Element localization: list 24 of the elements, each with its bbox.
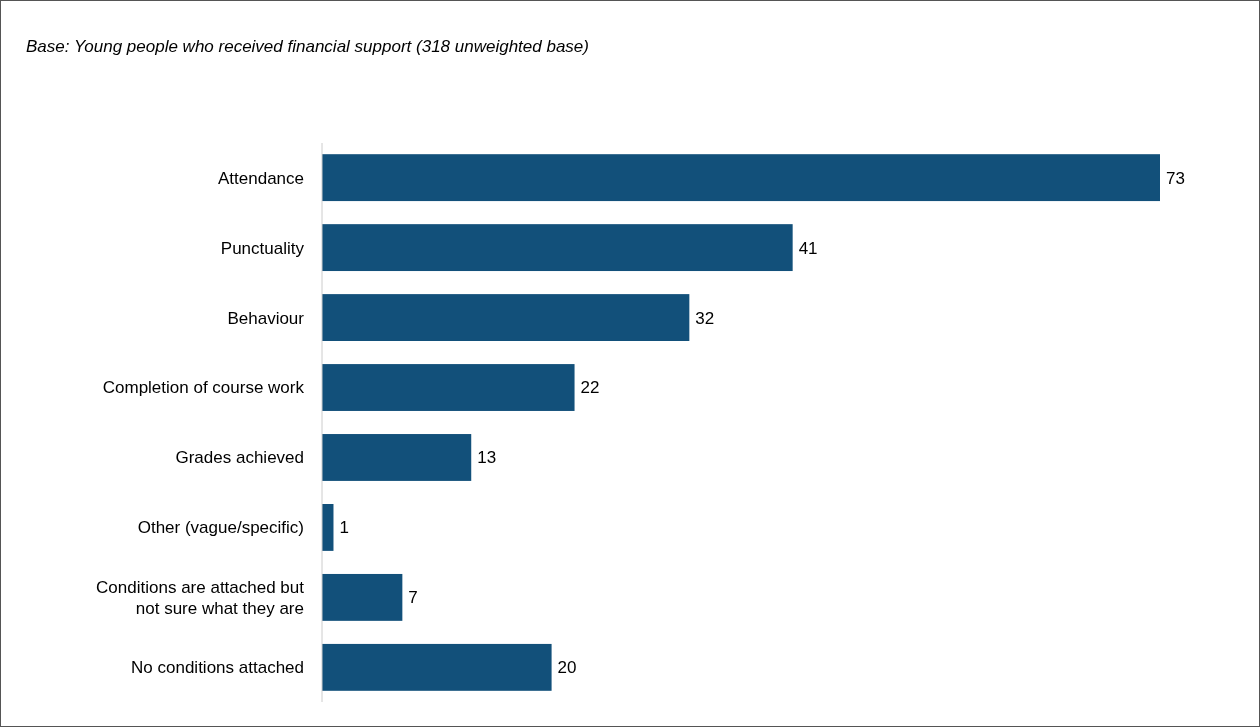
- data-label: 13: [477, 448, 497, 468]
- bar: [322, 434, 472, 481]
- bar: [322, 364, 575, 411]
- data-label: 41: [798, 238, 818, 258]
- bar: [322, 154, 1160, 202]
- data-label: 32: [695, 308, 715, 328]
- bar: [322, 643, 552, 691]
- y-tick-label: Conditions are attached but not sure what they are: [96, 577, 305, 618]
- data-label: 22: [580, 378, 600, 398]
- chart-subtitle: Base: Young people who received financial support (318 unweighted base): [26, 37, 589, 56]
- data-label: 73: [1166, 168, 1185, 188]
- bar: [322, 294, 690, 341]
- bar: [322, 573, 403, 621]
- y-tick-label: Punctuality: [220, 238, 305, 258]
- data-label: 7: [408, 588, 418, 608]
- y-tick-label: Other (vague/specific): [137, 518, 304, 538]
- y-tick-label: No conditions attached: [131, 658, 304, 678]
- y-tick-label: Attendance: [217, 168, 304, 188]
- y-tick-label: Behaviour: [227, 308, 305, 328]
- bar: [322, 224, 793, 272]
- data-label: 20: [557, 658, 577, 678]
- y-tick-label: Grades achieved: [175, 448, 304, 468]
- data-label: 1: [339, 518, 349, 538]
- y-tick-label: Completion of course work: [102, 378, 305, 398]
